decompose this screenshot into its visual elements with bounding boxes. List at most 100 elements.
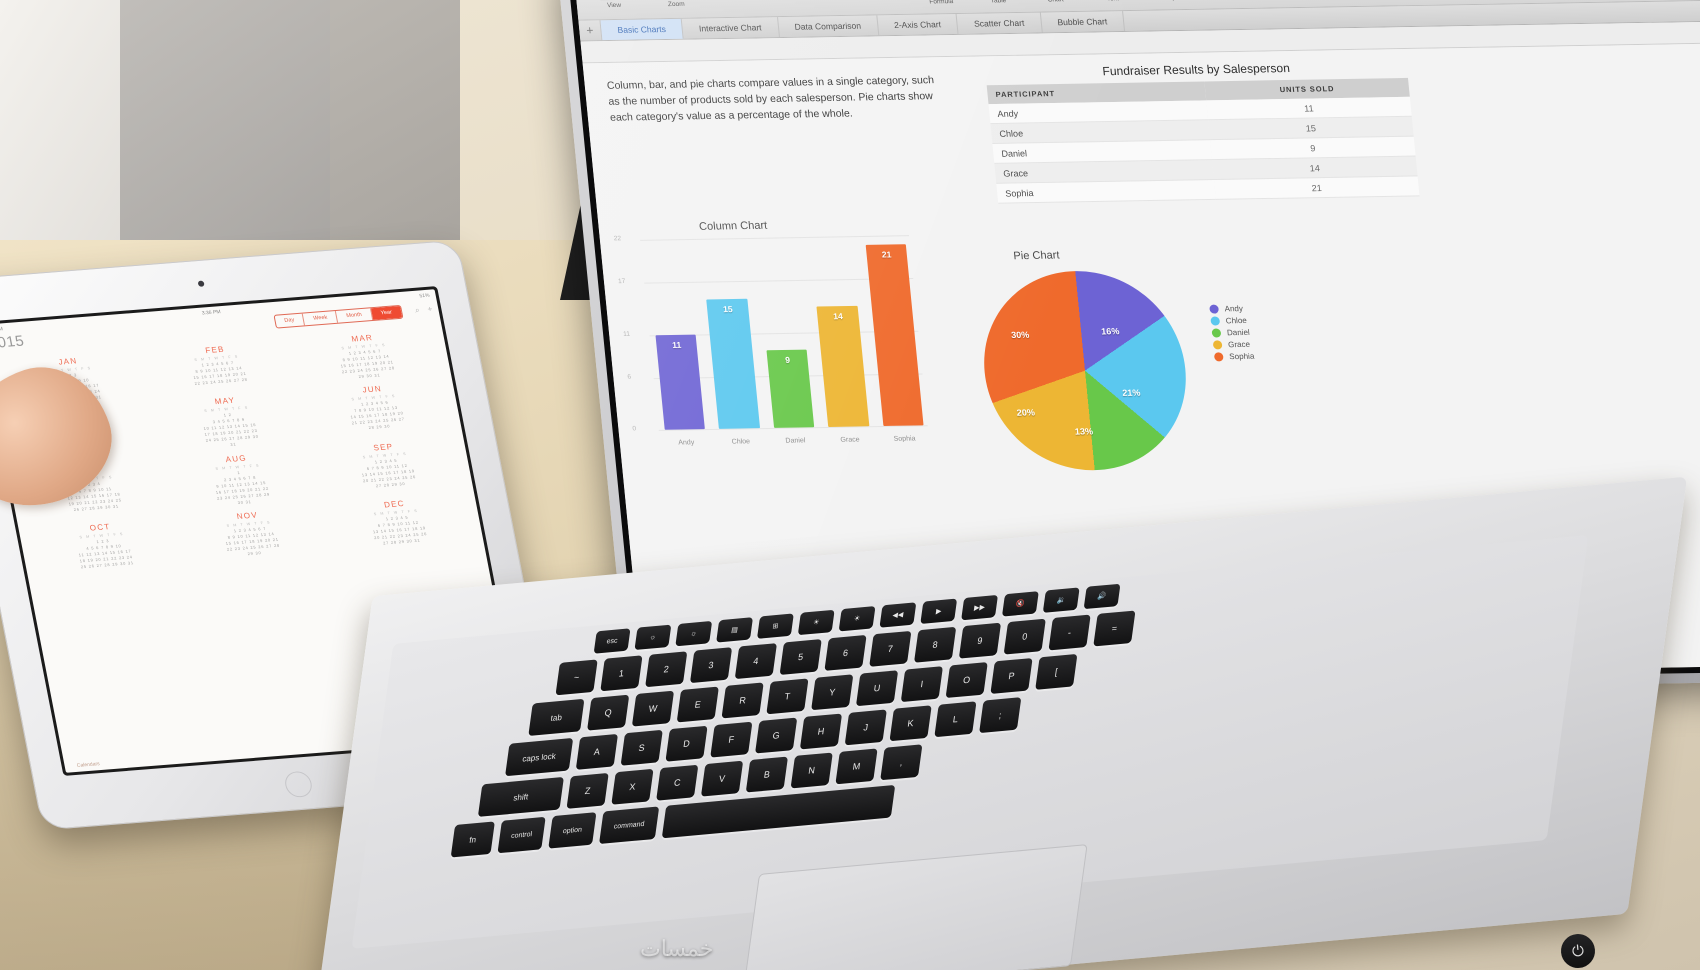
key-comma[interactable]: , bbox=[880, 744, 923, 781]
formula-button[interactable]: fx˅ Formula bbox=[916, 0, 965, 6]
key-m[interactable]: M bbox=[835, 748, 878, 785]
legend-item-chloe[interactable]: Chloe bbox=[1210, 316, 1251, 326]
key-f10[interactable]: 🔇 bbox=[1001, 591, 1039, 617]
key-n[interactable]: N bbox=[790, 752, 833, 789]
key-semicolon[interactable]: ; bbox=[979, 697, 1022, 734]
key-equals[interactable]: = bbox=[1093, 610, 1136, 647]
tab-2-axis-chart[interactable]: 2-Axis Chart bbox=[877, 13, 959, 36]
key-shift[interactable]: shift bbox=[477, 776, 564, 817]
view-control[interactable]: ▥˅ View bbox=[589, 0, 638, 9]
key-4[interactable]: 4 bbox=[734, 643, 778, 680]
key-q[interactable]: Q bbox=[587, 694, 630, 731]
add-sheet-button[interactable]: + bbox=[578, 20, 603, 41]
cell-participant[interactable]: Sophia bbox=[996, 179, 1216, 204]
chart-button[interactable]: Chart bbox=[1030, 0, 1079, 4]
key-e[interactable]: E bbox=[676, 686, 719, 723]
key-f1[interactable]: ☼ bbox=[634, 624, 672, 651]
key-f3[interactable]: ▤ bbox=[716, 617, 754, 643]
key-f11[interactable]: 🔉 bbox=[1042, 587, 1080, 613]
bar-andy[interactable]: 11 Andy bbox=[655, 334, 706, 447]
key-0[interactable]: 0 bbox=[1003, 618, 1046, 655]
key-f8[interactable]: ▶ bbox=[920, 598, 958, 625]
key-v[interactable]: V bbox=[700, 760, 744, 797]
key-tab[interactable]: tab bbox=[528, 698, 585, 737]
key-7[interactable]: 7 bbox=[869, 630, 912, 667]
key-caps-lock[interactable]: caps lock bbox=[505, 737, 574, 777]
calendars-button[interactable]: Calendars bbox=[76, 761, 101, 769]
key-h[interactable]: H bbox=[799, 713, 843, 750]
key-3[interactable]: 3 bbox=[689, 647, 733, 684]
column-chart[interactable]: Column Chart 22 17 11 6 0 11 bbox=[606, 217, 930, 456]
key-command[interactable]: command bbox=[599, 806, 660, 845]
calendar-month[interactable]: FEB S M T W T F S 1 2 3 4 5 6 7 8 9 10 1… bbox=[143, 340, 295, 397]
key-k[interactable]: K bbox=[889, 705, 932, 742]
key-1[interactable]: 1 bbox=[600, 655, 643, 692]
legend-item-daniel[interactable]: Daniel bbox=[1211, 328, 1252, 338]
key-b[interactable]: B bbox=[745, 756, 789, 793]
key-g[interactable]: G bbox=[755, 717, 798, 754]
key-f2[interactable]: ☼ bbox=[675, 620, 713, 647]
legend-item-andy[interactable]: Andy bbox=[1209, 304, 1250, 314]
key-p[interactable]: P bbox=[990, 657, 1033, 694]
key-minus[interactable]: - bbox=[1048, 614, 1091, 651]
key-w[interactable]: W bbox=[631, 690, 675, 727]
key-f4[interactable]: ⊞ bbox=[756, 613, 794, 639]
fundraiser-table[interactable]: PARTICIPANT UNITS SOLD Andy 11 bbox=[986, 77, 1420, 204]
pie-chart[interactable]: Pie Chart 16% 21% 13% 20% 30% Andy bbox=[953, 244, 1380, 510]
pie-chart-circle[interactable] bbox=[974, 269, 1196, 472]
text-button[interactable]: T Text bbox=[1087, 0, 1136, 3]
data-table-wrapper[interactable]: Fundraiser Results by Salesperson PARTIC… bbox=[985, 59, 1420, 204]
tab-scatter-chart[interactable]: Scatter Chart bbox=[957, 12, 1043, 34]
bar-sophia[interactable]: 21 Sophia bbox=[865, 243, 924, 443]
power-button[interactable]: ⏻ bbox=[1559, 932, 1597, 970]
bar-daniel[interactable]: 9 Daniel bbox=[766, 349, 815, 445]
table-button[interactable]: ▦ Table bbox=[973, 0, 1022, 5]
shape-button[interactable]: Shape bbox=[1145, 0, 1194, 2]
key-z[interactable]: Z bbox=[566, 772, 609, 809]
key-option[interactable]: option bbox=[548, 812, 597, 849]
tab-interactive-chart[interactable]: Interactive Chart bbox=[681, 17, 780, 39]
key-f7[interactable]: ◀◀ bbox=[879, 602, 917, 628]
tab-bubble-chart[interactable]: Bubble Chart bbox=[1040, 11, 1126, 33]
key-c[interactable]: C bbox=[656, 764, 699, 801]
calendar-month[interactable]: MAY S M T W T F S 1 2 3 4 5 6 7 8 9 10 1… bbox=[153, 391, 306, 454]
key-o[interactable]: O bbox=[945, 662, 988, 699]
key-esc[interactable]: esc bbox=[593, 628, 631, 654]
key-f6[interactable]: ☀ bbox=[838, 606, 876, 632]
cell-units[interactable]: 21 bbox=[1213, 175, 1420, 200]
calendar-month[interactable]: NOV S M T W T F S 1 2 3 4 5 6 7 8 9 10 1… bbox=[175, 506, 327, 563]
key-s[interactable]: S bbox=[620, 729, 663, 766]
legend-item-sophia[interactable]: Sophia bbox=[1213, 352, 1255, 362]
key-u[interactable]: U bbox=[855, 670, 899, 707]
calendar-month[interactable]: OCT S M T W T F S 1 2 3 4 5 6 7 8 9 10 1… bbox=[28, 517, 180, 574]
key-a[interactable]: A bbox=[575, 733, 619, 770]
key-f[interactable]: F bbox=[710, 721, 753, 758]
key-8[interactable]: 8 bbox=[913, 626, 957, 663]
key-y[interactable]: Y bbox=[811, 674, 854, 711]
bar-chloe[interactable]: 15 Chloe bbox=[706, 298, 760, 446]
key-fn[interactable]: fn bbox=[450, 821, 495, 858]
key-j[interactable]: J bbox=[844, 709, 887, 746]
key-l[interactable]: L bbox=[934, 701, 977, 738]
key-d[interactable]: D bbox=[665, 725, 708, 762]
key-x[interactable]: X bbox=[611, 768, 654, 805]
bar-grace[interactable]: 14 Grace bbox=[816, 305, 870, 444]
calendar-month[interactable]: AUG S M T W T F S 1 2 3 4 5 6 7 8 9 10 1… bbox=[164, 448, 317, 511]
key-f9[interactable]: ▶▶ bbox=[961, 594, 999, 621]
media-button[interactable]: Media bbox=[1202, 0, 1251, 1]
tab-basic-charts[interactable]: Basic Charts bbox=[600, 18, 684, 41]
ipad-home-button[interactable] bbox=[282, 770, 314, 799]
key-f12[interactable]: 🔊 bbox=[1083, 583, 1121, 610]
key-control[interactable]: control bbox=[497, 816, 546, 854]
legend-item-grace[interactable]: Grace bbox=[1212, 340, 1254, 350]
segment-day[interactable]: Day bbox=[274, 313, 306, 328]
key-i[interactable]: I bbox=[900, 666, 944, 703]
key-bracket-left[interactable]: [ bbox=[1035, 653, 1078, 690]
key-tilde[interactable]: ~ bbox=[555, 659, 598, 696]
key-5[interactable]: 5 bbox=[779, 639, 822, 675]
key-6[interactable]: 6 bbox=[824, 634, 867, 671]
zoom-control[interactable]: 100% Zoom bbox=[651, 0, 700, 8]
key-t[interactable]: T bbox=[766, 678, 809, 715]
key-r[interactable]: R bbox=[721, 682, 764, 719]
key-9[interactable]: 9 bbox=[958, 622, 1002, 659]
